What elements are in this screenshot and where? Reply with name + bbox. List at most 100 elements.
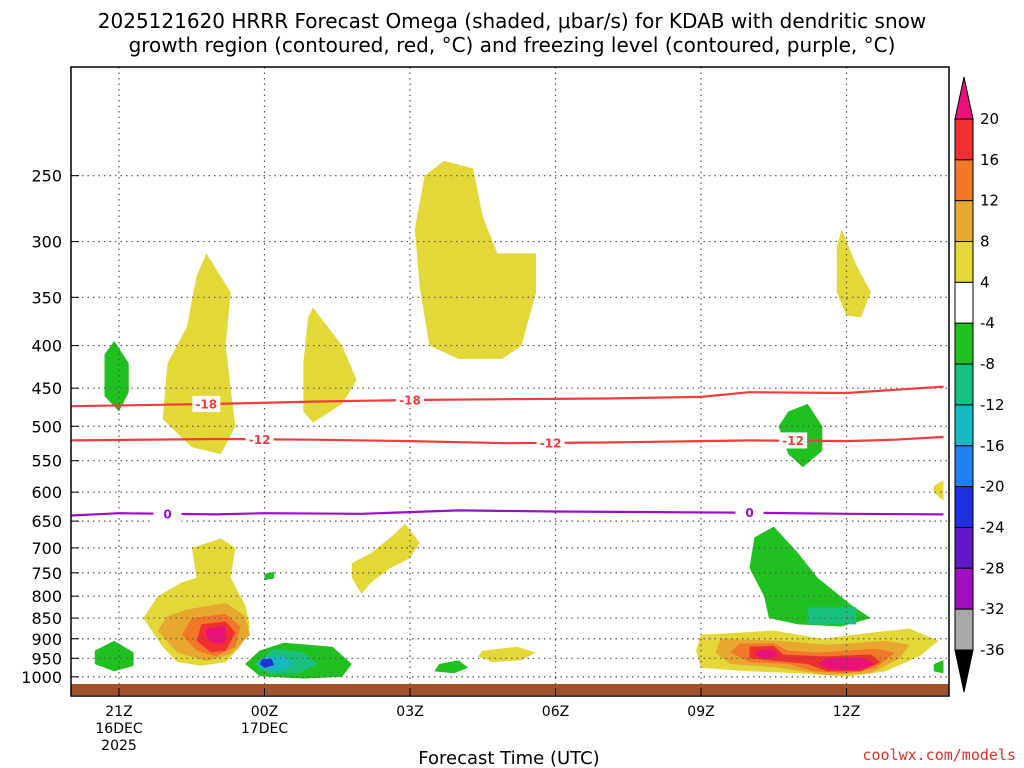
yellow-small-bottom [477, 646, 537, 663]
colorbar-segment [954, 445, 974, 488]
colorbar-label: -8 [980, 355, 995, 373]
colorbar-label: 16 [980, 151, 999, 169]
green-right-lower [749, 526, 871, 627]
colorbar-label: 4 [980, 273, 990, 291]
colorbar-label: 12 [980, 192, 999, 210]
colorbar-label: 8 [980, 233, 990, 251]
y-tick-label: 550 [31, 452, 62, 471]
colorbar-bottom-arrow [954, 649, 974, 693]
teal-right-lower [807, 607, 857, 625]
y-axis-ticks: 250 300 350 400 450 500 550 600 650 700 750 800 850 9… [21, 167, 79, 687]
freezing-level-line [71, 509, 944, 517]
freezing-level-label: 0 [745, 506, 753, 520]
dgz-minus-12-label-bg [536, 435, 565, 452]
y-tick-label: 300 [31, 233, 62, 252]
ground-surface-bar [71, 684, 949, 695]
contour-lines: -18 -18 -12 -12 -12 0 0 [71, 385, 944, 522]
yellow-top-center [414, 160, 537, 359]
colorbar-segment [954, 322, 974, 365]
colorbar-segment [954, 281, 974, 324]
colorbar-label: -28 [980, 559, 1005, 577]
green-upper-left [104, 341, 129, 412]
dgz-minus-18-label-bg [396, 392, 424, 409]
site-credit: coolwx.com/models [862, 746, 1016, 764]
x-tick-label: 03Z [396, 704, 423, 720]
colorbar-label: -16 [980, 437, 1005, 455]
colorbar-label: -36 [980, 641, 1005, 659]
colorbar-segment [954, 200, 974, 243]
dgz-minus-18-label: -18 [399, 394, 421, 408]
y-tick-label: 750 [31, 564, 62, 583]
x-tick-label: 21Z [105, 704, 132, 720]
yellow-edge-right [933, 479, 944, 502]
colorbar-label: 20 [980, 110, 999, 128]
colorbar-label: -24 [980, 518, 1005, 536]
chart-title-line-2: growth region (contoured, red, °C) and f… [129, 33, 896, 57]
magenta-right-bottom [754, 649, 779, 660]
dgz-minus-18-label-bg [192, 395, 221, 412]
dgz-minus-12-label: -12 [782, 434, 804, 448]
y-tick-label: 800 [31, 587, 62, 606]
dgz-minus-12-label-bg [245, 431, 274, 448]
colorbar-segment [954, 567, 974, 610]
x-axis-label: Forecast Time (UTC) [418, 748, 599, 768]
yellow-upper-mid [303, 307, 357, 423]
colorbar-segment [954, 526, 974, 569]
chart-title-line-1: 2025121620 HRRR Forecast Omega (shaded, … [98, 9, 926, 33]
y-tick-label: 900 [31, 630, 62, 649]
freezing-level-label: 0 [163, 507, 171, 521]
colorbar-segment [954, 118, 974, 161]
dgz-minus-12-label: -12 [249, 433, 271, 447]
dgz-minus-18-line [71, 385, 944, 408]
dgz-minus-12-label: -12 [540, 437, 562, 451]
dgz-minus-12-label-bg [779, 432, 808, 449]
colorbar-segment [954, 241, 974, 283]
yellow-upper-left [162, 253, 236, 455]
green-small-bottom [434, 660, 469, 674]
colorbar: 20 16 12 8 4 -4 -8 -12 -16 -20 -24 -28 -32 -36 [954, 76, 1005, 693]
colorbar-label: -20 [980, 478, 1005, 496]
colorbar-label: -4 [980, 314, 995, 332]
colorbar-top-arrow [954, 76, 974, 120]
yellow-upper-right [836, 229, 871, 318]
colorbar-label: -32 [980, 600, 1005, 618]
y-tick-label: 350 [31, 288, 62, 307]
freezing-level-label-bg [735, 504, 764, 521]
dgz-minus-18-label: -18 [195, 397, 217, 411]
x-tick-label: 2025 [101, 738, 137, 754]
x-tick-label: 16DEC [95, 721, 142, 737]
x-tick-label: 00Z [251, 704, 278, 720]
y-tick-label: 700 [31, 539, 62, 558]
omega-shading [94, 160, 944, 679]
colorbar-segment [954, 159, 974, 202]
plot-frame [70, 66, 950, 697]
y-tick-label: 600 [31, 483, 62, 502]
y-tick-label: 1000 [21, 668, 62, 687]
x-tick-label: 06Z [542, 704, 569, 720]
y-tick-label: 950 [31, 649, 62, 668]
x-tick-label: 12Z [833, 704, 860, 720]
grid-lines [71, 67, 949, 696]
yellow-mid-lower [351, 523, 420, 594]
y-tick-label: 850 [31, 609, 62, 628]
colorbar-label: -12 [980, 396, 1005, 414]
y-tick-label: 500 [31, 417, 62, 436]
colorbar-segment [954, 608, 974, 651]
y-tick-label: 250 [31, 167, 62, 186]
colorbar-segment [954, 486, 974, 528]
y-tick-label: 650 [31, 512, 62, 531]
colorbar-segment [954, 363, 974, 406]
y-tick-label: 450 [31, 379, 62, 398]
y-tick-label: 400 [31, 337, 62, 356]
dgz-minus-12-line [71, 435, 944, 445]
magenta2-right-bottom [817, 657, 876, 671]
x-tick-label: 17DEC [241, 721, 288, 737]
green-far-right-bottom [933, 660, 944, 674]
green-small [264, 571, 275, 580]
blue-center-bottom [259, 659, 275, 668]
colorbar-segment [954, 404, 974, 447]
green-left-bottom [94, 640, 134, 672]
freezing-level-label-bg [153, 505, 182, 522]
